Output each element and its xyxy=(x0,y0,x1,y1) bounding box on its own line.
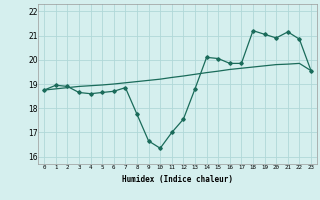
X-axis label: Humidex (Indice chaleur): Humidex (Indice chaleur) xyxy=(122,175,233,184)
